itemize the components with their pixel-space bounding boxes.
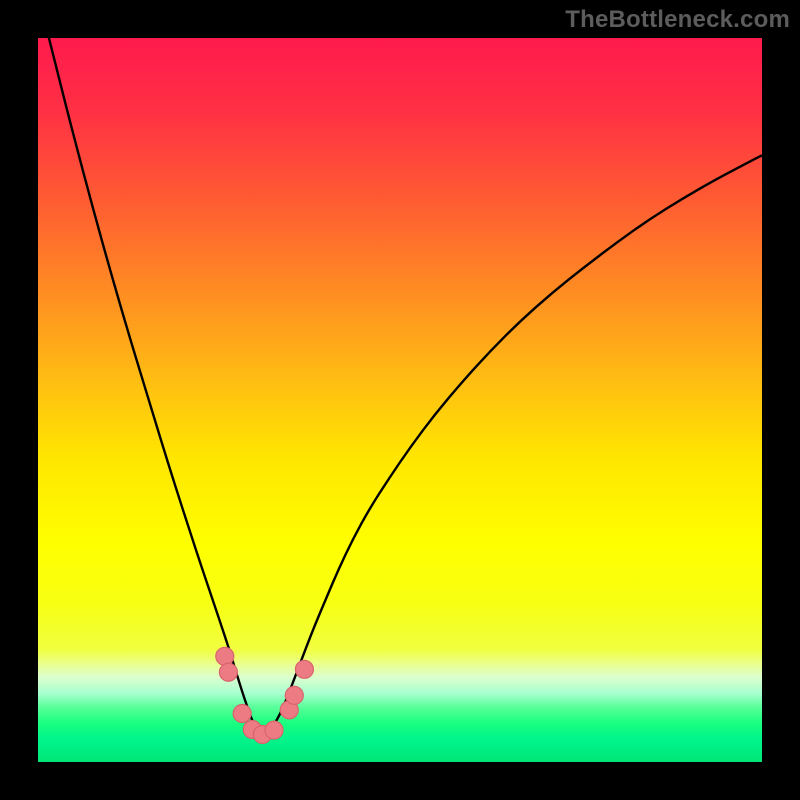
watermark-text: TheBottleneck.com (565, 6, 790, 34)
marker-7 (285, 686, 303, 704)
marker-0 (216, 647, 234, 665)
curve-layer (0, 0, 800, 800)
bottleneck-curve (38, 0, 762, 734)
data-markers (216, 647, 314, 743)
marker-1 (219, 663, 237, 681)
marker-5 (265, 721, 283, 739)
marker-8 (295, 660, 313, 678)
marker-2 (233, 704, 251, 722)
